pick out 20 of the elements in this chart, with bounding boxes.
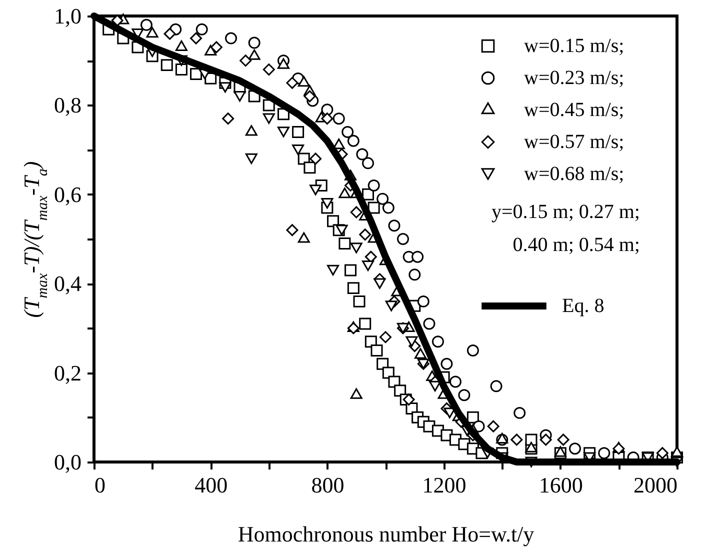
y-tick-label: 0,2	[54, 360, 82, 386]
annotation: y=0.15 m; 0.27 m; 0.40 m; 0.54 m;	[491, 201, 640, 256]
legend-label: Eq. 8	[562, 295, 604, 317]
x-axis-title: Homochronous number Ho=w.t/y	[238, 522, 534, 546]
legend-label: w=0.15 m/s;	[524, 35, 624, 57]
y-tick-label: 0,0	[54, 450, 82, 474]
x-tick-label: 1200	[422, 472, 466, 498]
x-tick-label: 800	[311, 472, 344, 498]
x-tick-label: 400	[194, 472, 228, 498]
y-tick-label: 0,6	[54, 182, 82, 207]
y-tick-label: 0,8	[54, 92, 82, 118]
legend-label: w=0.45 m/s;	[524, 99, 624, 121]
x-tick-label: 1600	[538, 472, 583, 498]
legend-label: w=0.68 m/s;	[524, 163, 624, 185]
x-tick-label: 0	[94, 472, 106, 498]
legend-label: w=0.57 m/s;	[524, 131, 624, 153]
x-tick-label: 2000	[634, 472, 678, 498]
y-tick-label: 1,0	[54, 4, 82, 28]
legend-label: w=0.23 m/s;	[524, 67, 624, 89]
y-tick-label: 0,4	[54, 271, 82, 296]
